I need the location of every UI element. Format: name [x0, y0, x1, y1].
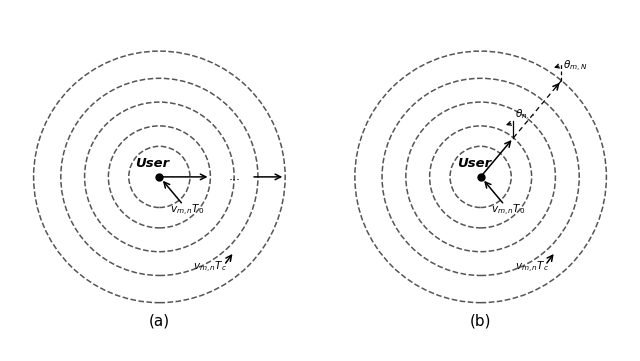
- Text: (a): (a): [149, 313, 170, 328]
- Text: $\theta_{n,\cdot}$: $\theta_{n,\cdot}$: [515, 108, 534, 122]
- Text: ...: ...: [228, 170, 240, 183]
- Text: User: User: [457, 157, 491, 170]
- Text: $v_{m,n}T_0$: $v_{m,n}T_0$: [170, 203, 204, 218]
- Text: $v_{m,n}T_0$: $v_{m,n}T_0$: [491, 203, 525, 218]
- Text: (b): (b): [470, 313, 492, 328]
- Text: $\theta_{m,N}$: $\theta_{m,N}$: [563, 58, 588, 74]
- Text: $v_{m,n}T_c$: $v_{m,n}T_c$: [193, 260, 227, 275]
- Text: $v_{m,n}T_c$: $v_{m,n}T_c$: [515, 260, 548, 275]
- Text: User: User: [136, 157, 170, 170]
